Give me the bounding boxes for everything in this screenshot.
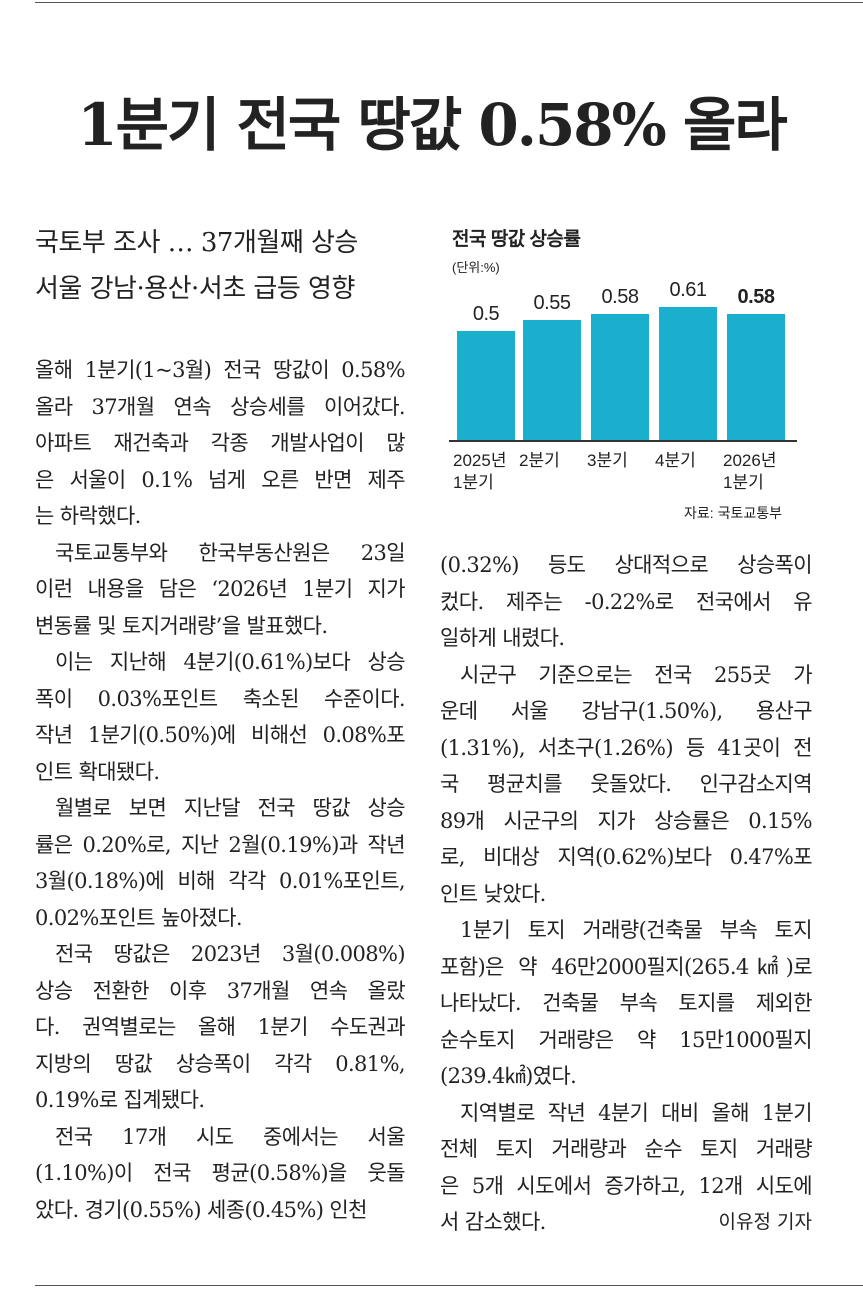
body-text-line: 이런 내용을 담은 ‘2026년 1분기 지가 — [35, 577, 406, 601]
bottom-rule — [35, 1285, 863, 1286]
body-text-line: 포함)은 약 46만2000필지(265.4㎢)로 — [440, 954, 813, 979]
body-text-line: (0.32%) 등도 상대적으로 상승폭이 — [440, 553, 813, 577]
bar — [727, 313, 785, 440]
body-text-line: 나타났다. 건축물 부속 토지를 제외한 — [440, 991, 813, 1015]
body-text-line: 인트 낮았다. — [440, 881, 546, 906]
body-text-line: 지방의 땅값 상승폭이 각각 0.81%, — [35, 1051, 406, 1076]
body-text-line: 0.02%포인트 높아졌다. — [35, 905, 243, 930]
body-text-line: 은 5개 시도에서 증가하고, 12개 시도에 — [440, 1173, 813, 1198]
value-label: 0.61 — [669, 279, 707, 302]
chart-title: 전국 땅값 상승률 — [452, 229, 581, 250]
body-text-line: 은 서울이 0.1% 넘게 오른 반면 제주 — [35, 467, 406, 492]
body-text-line: 국토교통부와 한국부동산원은 23일 — [55, 540, 406, 565]
body-text-line: 전국 땅값은 2023년 3월(0.008%) — [55, 942, 406, 966]
body-text-line: 올해 1분기(1~3월) 전국 땅값이 0.58% — [35, 358, 406, 382]
body-text-line: 상승 전환한 이후 37개월 연속 올랐 — [35, 978, 406, 1003]
body-text-line: (1.10%)이 전국 평균(0.58%)을 웃돌 — [35, 1161, 406, 1185]
body-text-line: 는 하락했다. — [35, 504, 141, 528]
body-text-line: 1분기 토지 거래량(건축물 부속 토지 — [460, 918, 813, 942]
x-tick-label: 4분기 — [655, 451, 696, 470]
body-text-line: 시군구 기준으로는 전국 255곳 가 — [460, 662, 813, 687]
body-text-line: 았다. 경기(0.55%) 세종(0.45%) 인천 — [35, 1197, 367, 1222]
body-text-line: 일하게 내렸다. — [440, 626, 565, 650]
body-text-line: 로, 비대상 지역(0.62%)보다 0.47%포 — [440, 845, 813, 869]
body-text-line: 인트 확대됐다. — [35, 759, 160, 784]
body-text-line: 변동률 및 토지거래량’을 발표했다. — [35, 613, 328, 638]
chart-baseline — [449, 440, 797, 442]
body-text-line: 순수토지 거래량은 약 15만1000필지 — [440, 1027, 813, 1052]
x-tick-label: 2026년 1분기 — [723, 451, 777, 492]
bar — [523, 320, 581, 440]
subheadline: 서울 강남·용산·서초 급등 영향 — [35, 274, 355, 304]
body-text-line: 월별로 보면 지난달 전국 땅값 상승 — [55, 796, 406, 820]
value-label: 0.55 — [533, 292, 571, 315]
value-label: 0.5 — [472, 303, 500, 325]
bar — [457, 331, 515, 440]
body-text-line: 작년 1분기(0.50%)에 비해선 0.08%포 — [35, 723, 406, 747]
body-text-line: 다. 권역별로는 올해 1분기 수도권과 — [35, 1015, 406, 1039]
value-label: 0.58 — [737, 285, 775, 308]
body-text-line: 올라 37개월 연속 상승세를 이어갔다. — [35, 394, 406, 419]
body-text-line: 이는 지난해 4분기(0.61%)보다 상승 — [55, 650, 406, 674]
top-rule — [35, 2, 863, 3]
body-text-line: 지역별로 작년 4분기 대비 올해 1분기 — [460, 1100, 813, 1125]
headline: 1분기 전국 땅값 0.58% 올라 — [77, 91, 787, 159]
value-label: 0.58 — [601, 285, 639, 308]
chart-unit: (단위:%) — [452, 260, 500, 275]
body-text-line: 전체 토지 거래량과 순수 토지 거래량 — [440, 1137, 813, 1161]
body-text-line: 3월(0.18%)에 비해 각각 0.01%포인트, — [35, 869, 406, 893]
x-tick-label: 3분기 — [587, 451, 628, 470]
subheadline: 국토부 조사 … 37개월째 상승 — [35, 228, 358, 258]
bar — [659, 307, 717, 440]
body-text-line: 폭이 0.03%포인트 축소된 수준이다. — [35, 686, 406, 711]
bar — [591, 313, 649, 440]
body-text-line: 전국 17개 시도 중에서는 서울 — [55, 1124, 406, 1149]
body-text-line: 국 평균치를 웃돌았다. 인구감소지역 — [440, 772, 813, 796]
byline: 이유정 기자 — [718, 1211, 812, 1233]
body-text-line: 서 감소했다. — [440, 1210, 546, 1234]
x-tick-label: 2025년 1분기 — [453, 451, 507, 492]
body-text-line: 아파트 재건축과 각종 개발사업이 많 — [35, 431, 406, 455]
body-text-line: 0.19%로 집계됐다. — [35, 1088, 205, 1112]
body-text-line: (1.31%), 서초구(1.26%) 등 41곳이 전 — [440, 735, 813, 760]
body-text-line: 률은 0.20%로, 지난 2월(0.19%)과 작년 — [35, 832, 406, 857]
x-tick-label: 2분기 — [519, 451, 560, 470]
chart-source: 자료: 국토교통부 — [684, 505, 782, 521]
body-text-line: 운데 서울 강남구(1.50%), 용산구 — [440, 699, 813, 723]
body-text-line: 컸다. 제주는 -0.22%로 전국에서 유 — [440, 589, 813, 614]
body-text-line: 89개 시군구의 지가 상승률은 0.15% — [440, 808, 813, 833]
body-text-line: (239.4㎢)였다. — [440, 1064, 577, 1088]
